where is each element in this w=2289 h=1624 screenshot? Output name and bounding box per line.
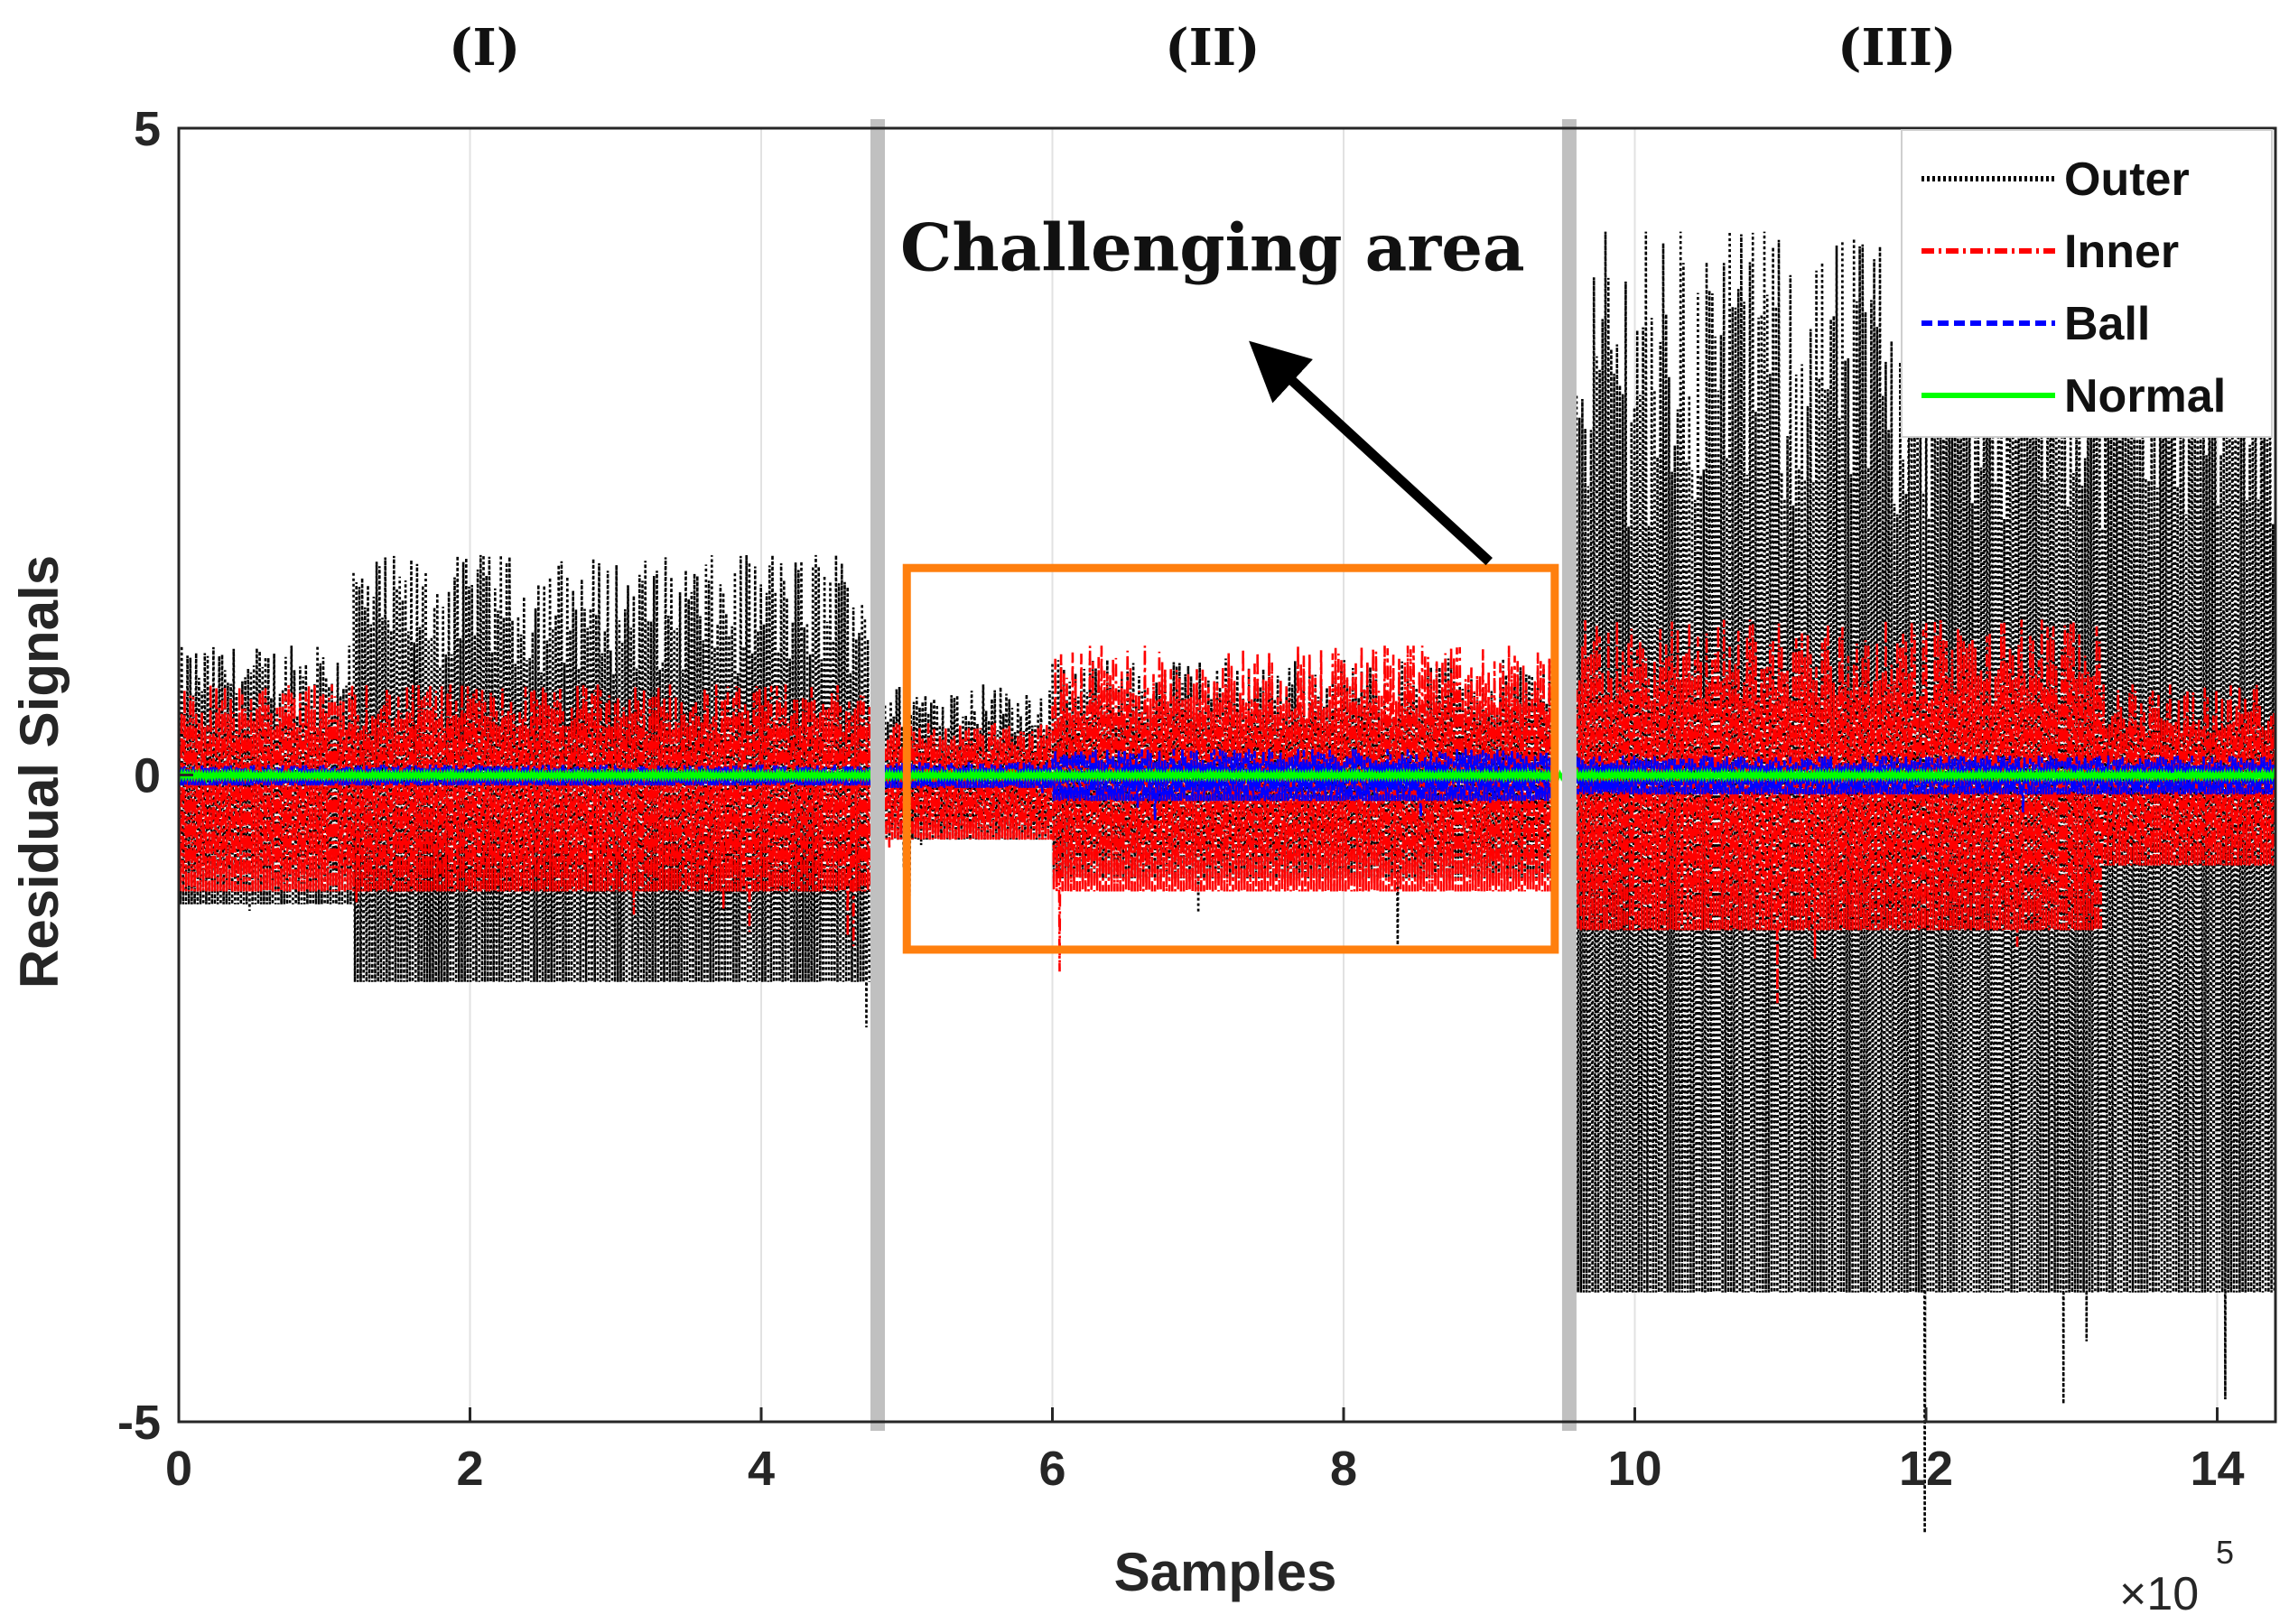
series-trace-outer [352, 554, 870, 1028]
legend: Outer Inner Ball Normal [1901, 129, 2273, 438]
series-trace-inner [883, 723, 1053, 848]
region-label: (II) [1165, 18, 1260, 78]
x-tick-label: 14 [2190, 1442, 2244, 1496]
legend-label-normal: Normal [2064, 370, 2226, 422]
y-tick-label: 0 [134, 749, 161, 803]
data-layer [177, 231, 2277, 1534]
y-tick-label: -5 [117, 1396, 161, 1450]
x-tick-label: 0 [165, 1442, 192, 1496]
x-tick-label: 10 [1607, 1442, 1661, 1496]
x-multiplier-label: ×10 [2119, 1568, 2199, 1620]
x-tick-label: 2 [456, 1442, 483, 1496]
x-tick-label: 12 [1899, 1442, 1953, 1496]
y-tick-label: 5 [134, 102, 161, 156]
challenging-area-box [902, 563, 1559, 954]
y-axis-title: Residual Signals [9, 555, 70, 988]
divider-layer [870, 119, 1577, 1431]
series-trace-inner [177, 684, 872, 947]
series-trace-ball [883, 762, 1053, 793]
legend-label-ball: Ball [2064, 298, 2150, 350]
series-trace-outer [1051, 658, 1555, 948]
region-divider [870, 119, 885, 1431]
x-axis-title: Samples [1114, 1542, 1337, 1602]
x-multiplier-exponent: 5 [2216, 1534, 2234, 1571]
axes-layer: 0 2 4 6 8 10 12 14-505 [117, 102, 2277, 1496]
region-divider [1561, 119, 1577, 1431]
x-tick-label: 4 [748, 1442, 775, 1496]
legend-label-inner: Inner [2064, 226, 2179, 278]
region-label: (I) [449, 18, 520, 78]
challenging-area-label: Challenging area [900, 209, 1525, 286]
annotation-layer: (I) (II) (III) Challenging area [449, 18, 1957, 954]
x-tick-label: 8 [1330, 1442, 1357, 1496]
challenging-area-arrow [1249, 340, 1493, 566]
legend-box [1901, 129, 2273, 438]
series-trace-ball [1051, 748, 1555, 821]
series-normal [177, 766, 2277, 784]
x-tick-label: 6 [1038, 1442, 1065, 1496]
legend-label-outer: Outer [2064, 153, 2190, 206]
region-label: (III) [1838, 18, 1957, 78]
